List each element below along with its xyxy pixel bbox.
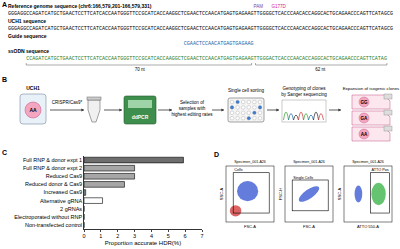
svg-text:AA: AA (361, 132, 368, 137)
svg-text:Reduced donor & Cas9: Reduced donor & Cas9 (25, 181, 82, 187)
svg-text:FSC-H: FSC-H (278, 188, 283, 200)
svg-text:Full RNP & donor expt 2: Full RNP & donor expt 2 (23, 165, 82, 171)
svg-text:Alternative gRNA: Alternative gRNA (40, 198, 83, 204)
svg-text:A: A (2, 1, 7, 8)
svg-text:Non-transfected control: Non-transfected control (25, 222, 82, 228)
svg-text:Expansion of isogenic clones: Expansion of isogenic clones (343, 86, 400, 91)
svg-text:Reference genome sequence (chr: Reference genome sequence (chr6:166,579,… (8, 3, 152, 9)
svg-text:C: C (2, 149, 7, 156)
svg-text:D: D (214, 151, 219, 158)
svg-text:samples with: samples with (179, 106, 206, 111)
svg-text:G177D: G177D (272, 4, 287, 9)
svg-text:GG: GG (360, 100, 368, 105)
svg-text:ATTO Pos: ATTO Pos (371, 168, 388, 172)
svg-text:2 gRNAs: 2 gRNAs (60, 206, 82, 212)
svg-text:Full RNP & donor expt 1: Full RNP & donor expt 1 (23, 157, 82, 163)
svg-text:6: 6 (184, 233, 187, 239)
svg-text:Guide sequence: Guide sequence (8, 33, 47, 39)
svg-text:Proportion accurate HDR(%): Proportion accurate HDR(%) (105, 240, 181, 246)
svg-text:Genotyping of clones: Genotyping of clones (282, 86, 326, 91)
svg-text:7: 7 (200, 233, 203, 239)
svg-text:Cells: Cells (234, 168, 243, 172)
svg-text:4: 4 (150, 233, 153, 239)
svg-text:SSC-A: SSC-A (219, 188, 224, 201)
svg-text:FSC-A: FSC-A (244, 224, 256, 229)
svg-text:FSC-A: FSC-A (303, 224, 315, 229)
svg-text:B: B (2, 76, 7, 83)
svg-text:Selection of: Selection of (180, 100, 205, 105)
svg-text:2: 2 (116, 233, 119, 239)
svg-text:UCH1 sequence: UCH1 sequence (8, 18, 46, 24)
svg-text:SSC-A: SSC-A (337, 188, 342, 201)
svg-text:GA: GA (361, 116, 369, 121)
svg-text:Increased Cas9: Increased Cas9 (44, 189, 83, 195)
svg-text:CGAACTCCAACATGAGTGAGAAG: CGAACTCCAACATGAGTGAGAAG (184, 41, 254, 46)
svg-text:UCH1: UCH1 (26, 85, 40, 91)
svg-text:Single cell sorting: Single cell sorting (228, 88, 264, 93)
svg-text:by Sanger sequencing: by Sanger sequencing (281, 92, 327, 97)
svg-text:Reduced Cas9: Reduced Cas9 (46, 173, 82, 179)
svg-text:62 nt: 62 nt (315, 67, 326, 72)
svg-text:ATTO 550-A: ATTO 550-A (357, 224, 379, 229)
svg-text:Electroporated without RNP: Electroporated without RNP (14, 214, 82, 220)
svg-text:Specimen_001-A26: Specimen_001-A26 (352, 160, 384, 164)
svg-text:Specimen_001-A26: Specimen_001-A26 (293, 160, 325, 164)
svg-text:ssODN sequence: ssODN sequence (8, 48, 49, 54)
svg-text:PAM: PAM (254, 4, 264, 9)
svg-text:Single Cells: Single Cells (293, 176, 313, 180)
svg-text:Specimen_001-A26: Specimen_001-A26 (234, 160, 266, 164)
svg-text:GGGAGGCCAGATCATGCTGAACTCCTTCAT: GGGAGGCCAGATCATGCTGAACTCCTTCATCACCAATGGG… (8, 11, 393, 16)
svg-text:0: 0 (82, 233, 85, 239)
svg-text:5: 5 (167, 233, 170, 239)
svg-text:ddPCR: ddPCR (132, 114, 149, 120)
svg-text:3: 3 (133, 233, 136, 239)
svg-text:AA: AA (29, 107, 37, 113)
svg-text:CRISPR/Cas9*: CRISPR/Cas9* (52, 100, 83, 105)
svg-text:1: 1 (99, 233, 102, 239)
svg-text:GGGAGGCCAGATCATGCTGAACTCCTTCAT: GGGAGGCCAGATCATGCTGAACTCCTTCATCACCAATGGG… (8, 26, 393, 31)
svg-text:highest editing rates: highest editing rates (171, 112, 213, 117)
svg-text:70 nt: 70 nt (135, 67, 146, 72)
svg-text:CCAGATCATGCTGAACTCCTTCATCACCAA: CCAGATCATGCTGAACTCCTTCATCACCAATGGGTTCCGC… (26, 56, 387, 61)
